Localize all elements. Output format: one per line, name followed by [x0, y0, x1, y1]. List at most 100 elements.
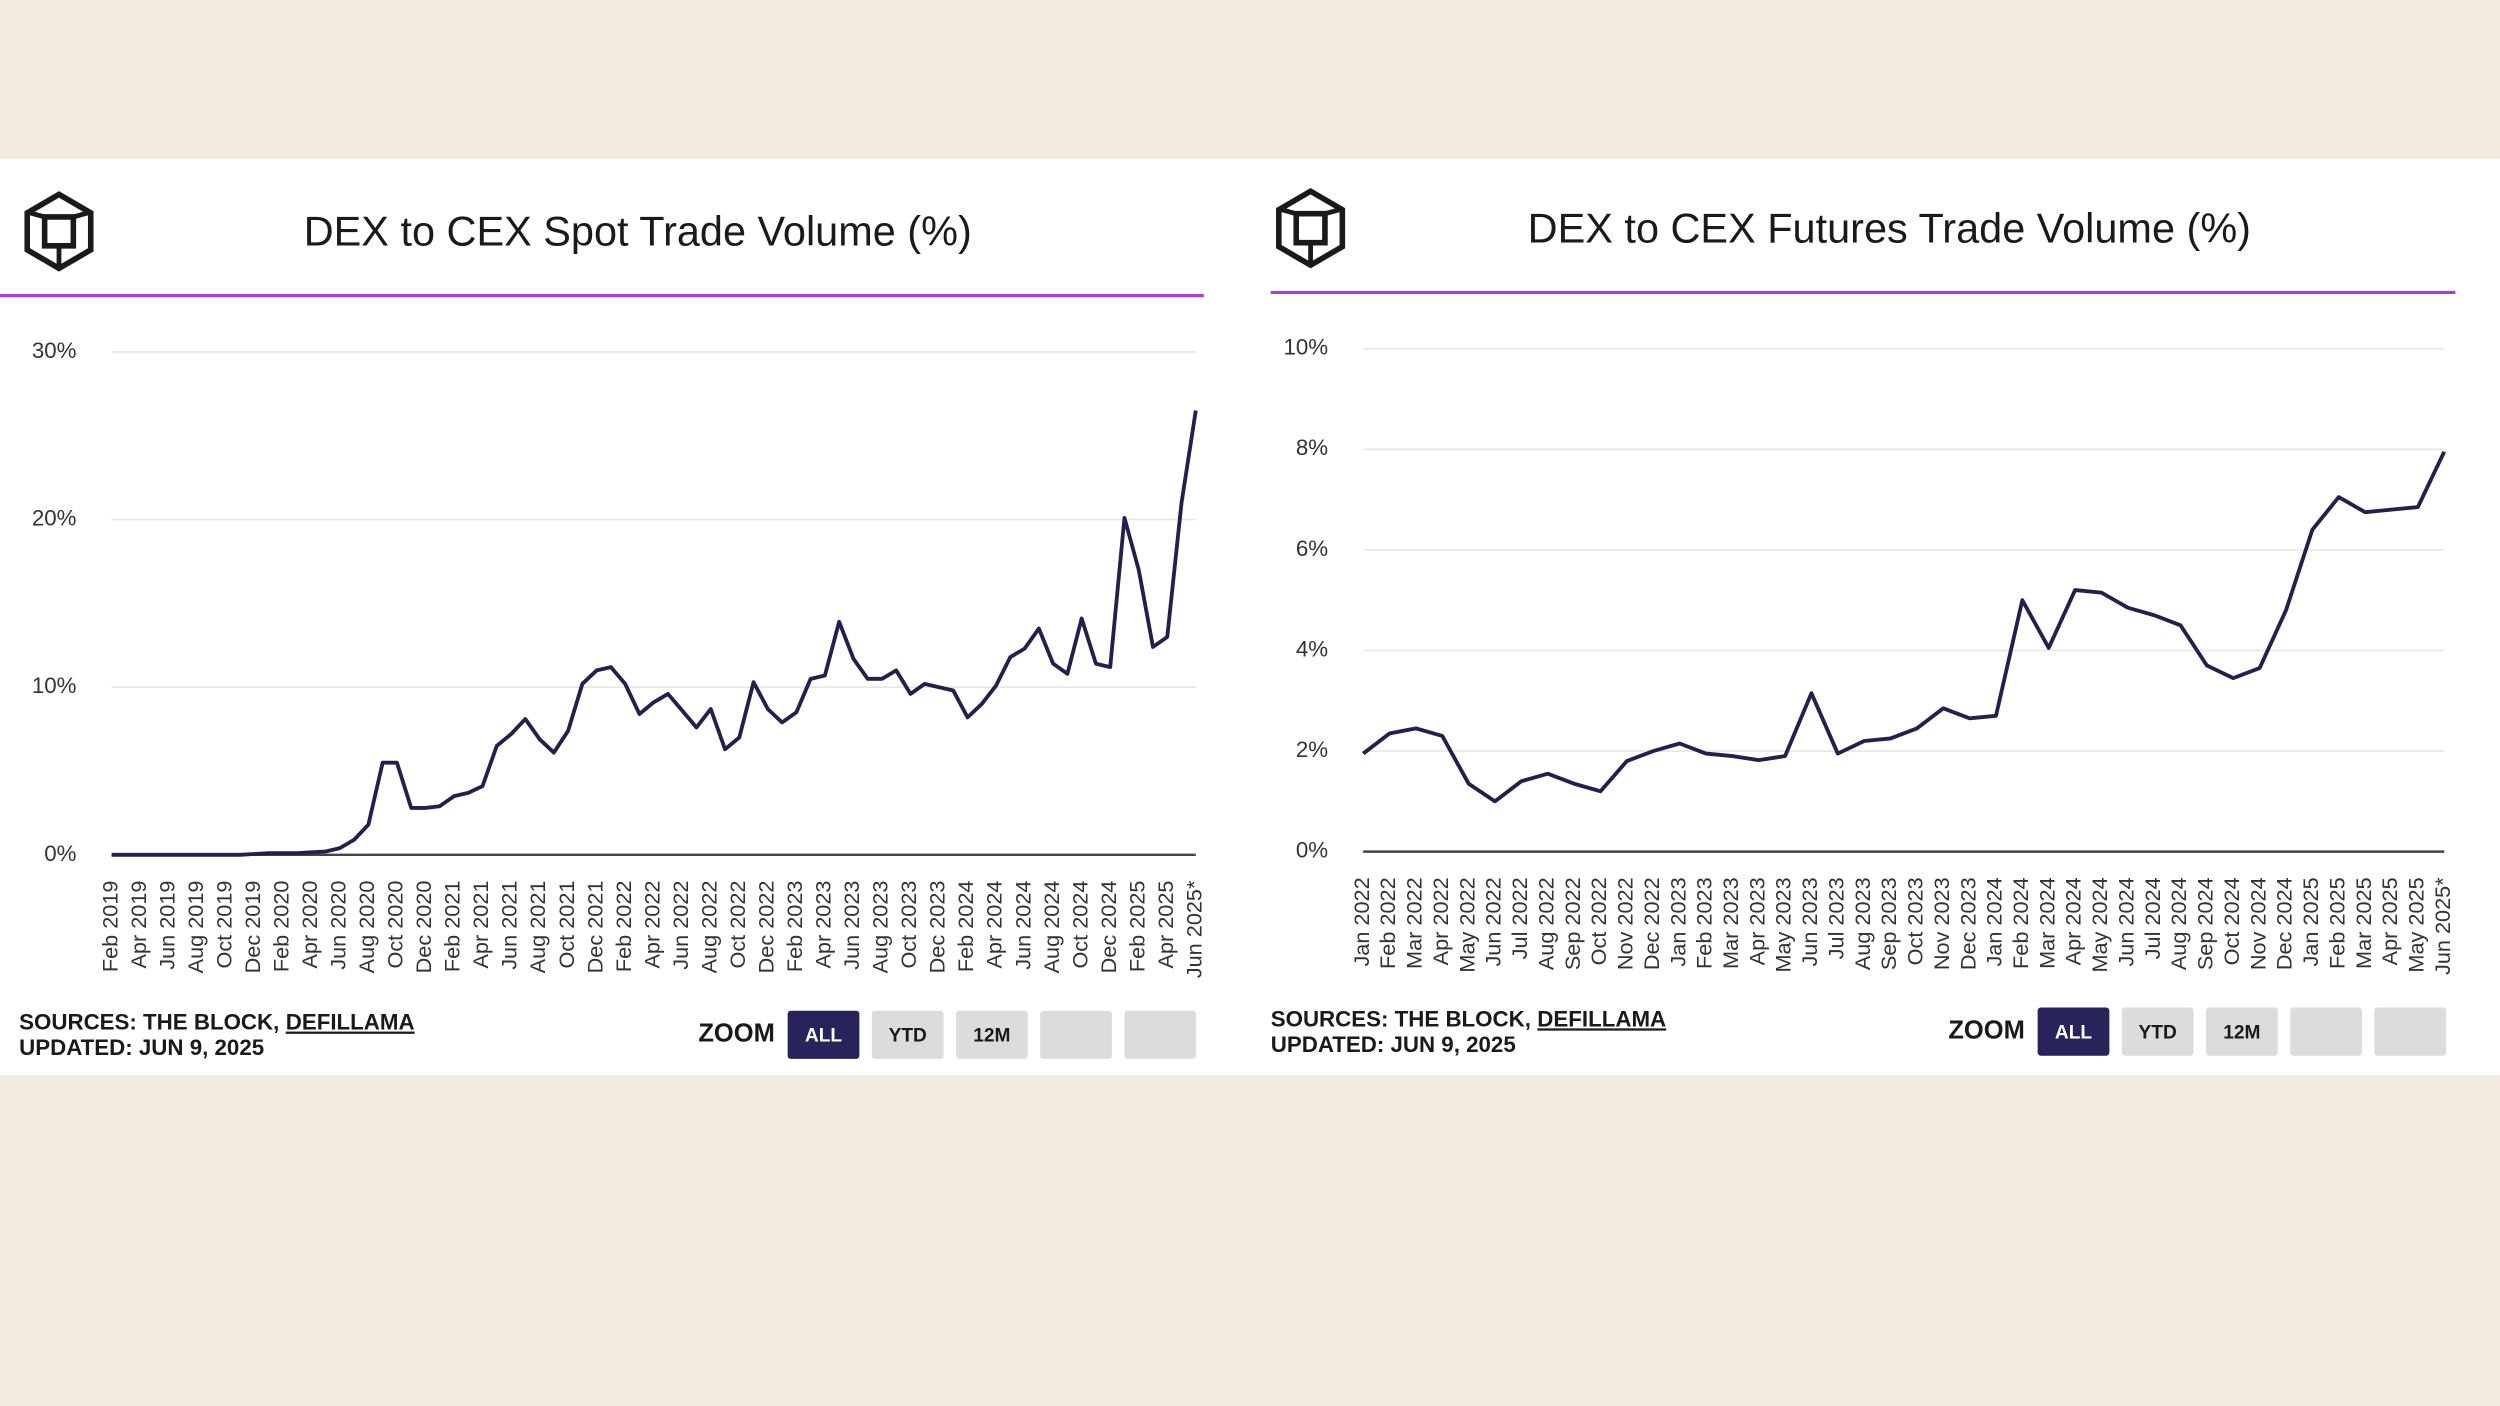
y-tick-label: 30%: [32, 338, 77, 363]
x-tick-label: Oct 2021: [554, 881, 579, 969]
x-tick-label: Feb 2023: [1692, 877, 1717, 969]
x-tick-label: Aug 2022: [1534, 877, 1559, 970]
x-tick-label: Apr 2025: [1153, 881, 1178, 969]
x-tick-label: Jul 2024: [2140, 877, 2165, 959]
x-tick-label: Jun 2024: [2114, 877, 2139, 966]
x-tick-label: May 2023: [1771, 877, 1796, 972]
zoom-button[interactable]: [871, 1010, 944, 1059]
x-tick-label: Apr 2020: [297, 881, 322, 969]
x-tick-label: Aug 2022: [697, 881, 722, 974]
zoom-button[interactable]: [787, 1010, 860, 1059]
x-tick-label: Apr 2019: [126, 881, 151, 969]
zoom-button-label: 12M: [2223, 1022, 2260, 1043]
x-tick-label: Apr 2024: [982, 881, 1007, 969]
x-tick-label: May 2024: [2087, 877, 2112, 972]
x-tick-label: Jul 2023: [1824, 877, 1849, 959]
x-tick-label: Feb 2022: [1375, 877, 1400, 969]
logo-lines: [26, 209, 92, 269]
x-tick-label: Oct 2022: [725, 881, 750, 969]
x-tick-label: Jun 2024: [1010, 881, 1035, 970]
x-tick-label: Jan 2025: [2298, 877, 2323, 966]
x-tick-label: Dec 2022: [754, 881, 779, 974]
y-tick-label: 20%: [32, 505, 77, 530]
y-tick-label: 6%: [1296, 536, 1328, 561]
x-tick-label: Apr 2024: [2061, 877, 2086, 965]
source-prefix: SOURCES: THE BLOCK,: [19, 1009, 279, 1034]
x-tick-label: Jun 2022: [1481, 877, 1506, 966]
x-tick-label: Dec 2019: [240, 881, 265, 974]
zoom-button[interactable]: [1124, 1010, 1197, 1059]
y-tick-label: 10%: [32, 673, 77, 698]
x-tick-label: Apr 2025: [2377, 877, 2402, 965]
x-tick-label: Feb 2020: [269, 881, 294, 973]
source: SOURCES: THE BLOCK, DEFILLAMA: [1271, 1006, 1666, 1031]
zoom-button[interactable]: [955, 1010, 1028, 1059]
x-tick-label: Sep 2024: [2193, 877, 2218, 970]
x-tick-label: Dec 2024: [1096, 881, 1121, 974]
x-tick-label: Jun 2022: [668, 881, 693, 970]
x-tick-label: Jun 2023: [839, 881, 864, 970]
x-tick-label: May 2022: [1454, 877, 1479, 972]
x-tick-label: Oct 2023: [1903, 877, 1928, 965]
x-tick-label: Dec 2022: [1639, 877, 1664, 970]
source-prefix: SOURCES: THE BLOCK,: [1271, 1006, 1531, 1031]
x-tick-label: May 2025: [2404, 877, 2429, 972]
x-tick-label: Jun 2023: [1797, 877, 1822, 966]
x-tick-label: Feb 2019: [97, 881, 122, 973]
y-tick-label: 10%: [1283, 335, 1328, 360]
x-tick-label: Dec 2023: [925, 881, 950, 974]
x-tick-label: Mar 2023: [1718, 877, 1743, 969]
x-tick-label: Dec 2024: [2272, 877, 2297, 970]
x-tick-label: Jun 2025*: [2430, 877, 2455, 975]
zoom-button[interactable]: [2205, 1007, 2278, 1056]
zoom-button[interactable]: [2374, 1007, 2447, 1056]
x-tick-label: Mar 2022: [1402, 877, 1427, 969]
x-tick-label: Aug 2019: [183, 881, 208, 974]
x-tick-label: Aug 2024: [1039, 881, 1064, 974]
logo-inner: [41, 214, 77, 249]
x-tick-label: Mar 2025: [2351, 877, 2376, 969]
zoom-button-label: YTD: [2139, 1022, 2177, 1043]
logo-inner: [1293, 210, 1328, 246]
x-tick-label: Sep 2022: [1560, 877, 1585, 970]
x-tick-label: Apr 2022: [1428, 877, 1453, 965]
data-line: [111, 410, 1198, 857]
source: SOURCES: THE BLOCK, DEFILLAMA: [19, 1009, 414, 1034]
x-tick-label: Jun 2025*: [1182, 880, 1207, 978]
source-link[interactable]: DEFILLAMA: [1537, 1006, 1666, 1031]
x-tick-label: Oct 2024: [2219, 877, 2244, 965]
x-tick-label: Nov 2024: [2245, 877, 2270, 970]
x-tick-label: Feb 2024: [953, 881, 978, 973]
logo-lines: [1278, 206, 1344, 266]
y-tick-label: 2%: [1296, 737, 1328, 762]
x-tick-label: Jun 2019: [154, 881, 179, 970]
x-tick-label: Jan 2024: [1982, 877, 2007, 966]
x-tick-label: Jun 2020: [326, 881, 351, 970]
x-tick-label: Apr 2021: [468, 881, 493, 969]
zoom-button[interactable]: [2121, 1007, 2194, 1056]
x-tick-label: Feb 2022: [611, 881, 636, 973]
x-tick-label: Aug 2023: [868, 881, 893, 974]
updated: UPDATED: JUN 9, 2025: [19, 1035, 264, 1060]
x-tick-label: Oct 2022: [1586, 877, 1611, 965]
x-tick-label: Dec 2020: [411, 881, 436, 974]
y-tick-label: 0%: [1296, 838, 1328, 863]
zoom-button[interactable]: [2037, 1007, 2110, 1056]
x-tick-label: Apr 2023: [811, 881, 836, 969]
zoom-button-label: ALL: [2055, 1022, 2092, 1043]
x-tick-label: Oct 2024: [1067, 881, 1092, 969]
source-link[interactable]: DEFILLAMA: [286, 1009, 415, 1034]
zoom-button-label: 12M: [973, 1025, 1010, 1046]
zoom-button[interactable]: [1040, 1010, 1112, 1059]
zoom-label: ZOOM: [1948, 1016, 2025, 1044]
x-tick-label: Nov 2022: [1613, 877, 1638, 970]
panel: [0, 159, 2500, 1075]
x-tick-label: Jan 2023: [1665, 877, 1690, 966]
x-tick-label: Jun 2021: [497, 881, 522, 970]
zoom-button[interactable]: [2290, 1007, 2362, 1056]
x-tick-label: Apr 2022: [639, 881, 664, 969]
zoom-label: ZOOM: [698, 1020, 775, 1048]
updated: UPDATED: JUN 9, 2025: [1271, 1032, 1516, 1057]
